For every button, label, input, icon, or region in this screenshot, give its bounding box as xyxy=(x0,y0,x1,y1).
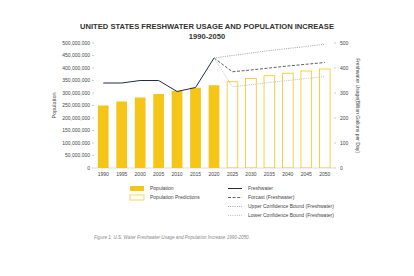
legend-label: Population Predictions xyxy=(150,194,200,200)
bar xyxy=(301,71,312,168)
axes: 0 50,000,000 100,000,000 150,000,000 200,000… xyxy=(51,40,361,177)
legend-swatch xyxy=(130,195,144,200)
y2-tick-label: 100 xyxy=(340,140,349,146)
legend-swatch xyxy=(228,215,242,216)
y-tick-label: 250,000,000 xyxy=(62,102,90,108)
legend-swatch xyxy=(228,206,242,207)
y-tick xyxy=(92,55,94,56)
y-tick xyxy=(92,68,94,69)
line xyxy=(214,44,325,58)
y2-tick-label: 0 xyxy=(340,165,343,171)
legend-swatch xyxy=(228,188,242,189)
bar xyxy=(319,69,330,168)
y2-tick-label: 400 xyxy=(340,65,349,71)
x-tick-label: 2000 xyxy=(135,171,146,177)
bar xyxy=(246,79,257,169)
y-tick-label: 150,000,000 xyxy=(62,127,90,133)
x-tick-label: 2010 xyxy=(172,171,183,177)
legend-label: Population xyxy=(150,185,174,191)
y-tick xyxy=(92,93,94,94)
chart: UNITED STATES FRESHWATER USAGE AND POPUL… xyxy=(0,0,414,276)
y2-tick xyxy=(334,43,336,44)
bar xyxy=(116,102,127,169)
y-tick-label: 100,000,000 xyxy=(62,140,90,146)
bar xyxy=(264,76,275,168)
legend-swatch xyxy=(130,186,144,191)
y-tick xyxy=(92,155,94,156)
bar xyxy=(153,94,164,168)
legend-label: Lower Confidence Bound (Freshwater) xyxy=(248,212,334,218)
y-axis-label: Population xyxy=(51,93,57,119)
y-tick xyxy=(92,130,94,131)
y-tick-label: 400,000,000 xyxy=(62,65,90,71)
title: UNITED STATES FRESHWATER USAGE AND POPUL… xyxy=(80,22,334,31)
line xyxy=(214,58,325,72)
y-tick-label: 450,000,000 xyxy=(62,52,90,58)
x-tick-label: 2005 xyxy=(153,171,164,177)
line xyxy=(103,58,214,92)
y2-tick xyxy=(334,143,336,144)
legend-swatch xyxy=(228,197,242,198)
y2-tick-label: 200 xyxy=(340,115,349,121)
subtitle: 1990-2050 xyxy=(189,32,225,41)
bar xyxy=(282,73,293,168)
bar xyxy=(172,91,183,168)
y2-tick-label: 300 xyxy=(340,90,349,96)
bar xyxy=(135,98,146,169)
x-tick-label: 2040 xyxy=(282,171,293,177)
x-tick-label: 2035 xyxy=(264,171,275,177)
caption: Figure 1: U.S. Water Freshwater Usage an… xyxy=(94,235,250,240)
y-tick-label: 300,000,000 xyxy=(62,90,90,96)
y2-tick xyxy=(334,118,336,119)
y2-tick-label: 500 xyxy=(340,40,349,46)
y2-tick xyxy=(334,93,336,94)
bar xyxy=(227,82,238,168)
x-tick-label: 1990 xyxy=(98,171,109,177)
x-tick-label: 2030 xyxy=(245,171,256,177)
y-tick-label: 350,000,000 xyxy=(62,77,90,83)
plot-area xyxy=(98,44,330,168)
x-tick-label: 2020 xyxy=(208,171,219,177)
y-tick-label: 50,000,000 xyxy=(65,152,90,158)
y-tick xyxy=(92,118,94,119)
legend-label: Freshwater xyxy=(248,185,273,191)
y2-tick xyxy=(334,68,336,69)
y-tick-label: 0 xyxy=(87,165,90,171)
y-tick xyxy=(92,43,94,44)
line xyxy=(214,58,325,87)
x-tick-label: 2025 xyxy=(227,171,238,177)
y-tick xyxy=(92,168,94,169)
y-tick-label: 200,000,000 xyxy=(62,115,90,121)
y-tick-label: 500,000,000 xyxy=(62,40,90,46)
x-tick-label: 2050 xyxy=(319,171,330,177)
legend-label: Forcast (Freshwater) xyxy=(248,194,295,200)
x-tick-label: 2045 xyxy=(301,171,312,177)
bar xyxy=(190,88,201,168)
bar xyxy=(98,106,109,169)
y2-tick xyxy=(334,168,336,169)
legend: Population Population Predictions Freshwat… xyxy=(130,185,334,218)
y2-axis-label: Freshwater Usage(Billion Gallons per Day… xyxy=(355,58,361,153)
x-tick-label: 2015 xyxy=(190,171,201,177)
y-tick xyxy=(92,143,94,144)
bar xyxy=(209,85,220,168)
x-tick-label: 1995 xyxy=(116,171,127,177)
legend-label: Upper Confidence Bound (Freshwater) xyxy=(248,203,334,209)
y-tick xyxy=(92,105,94,106)
y-tick xyxy=(92,80,94,81)
